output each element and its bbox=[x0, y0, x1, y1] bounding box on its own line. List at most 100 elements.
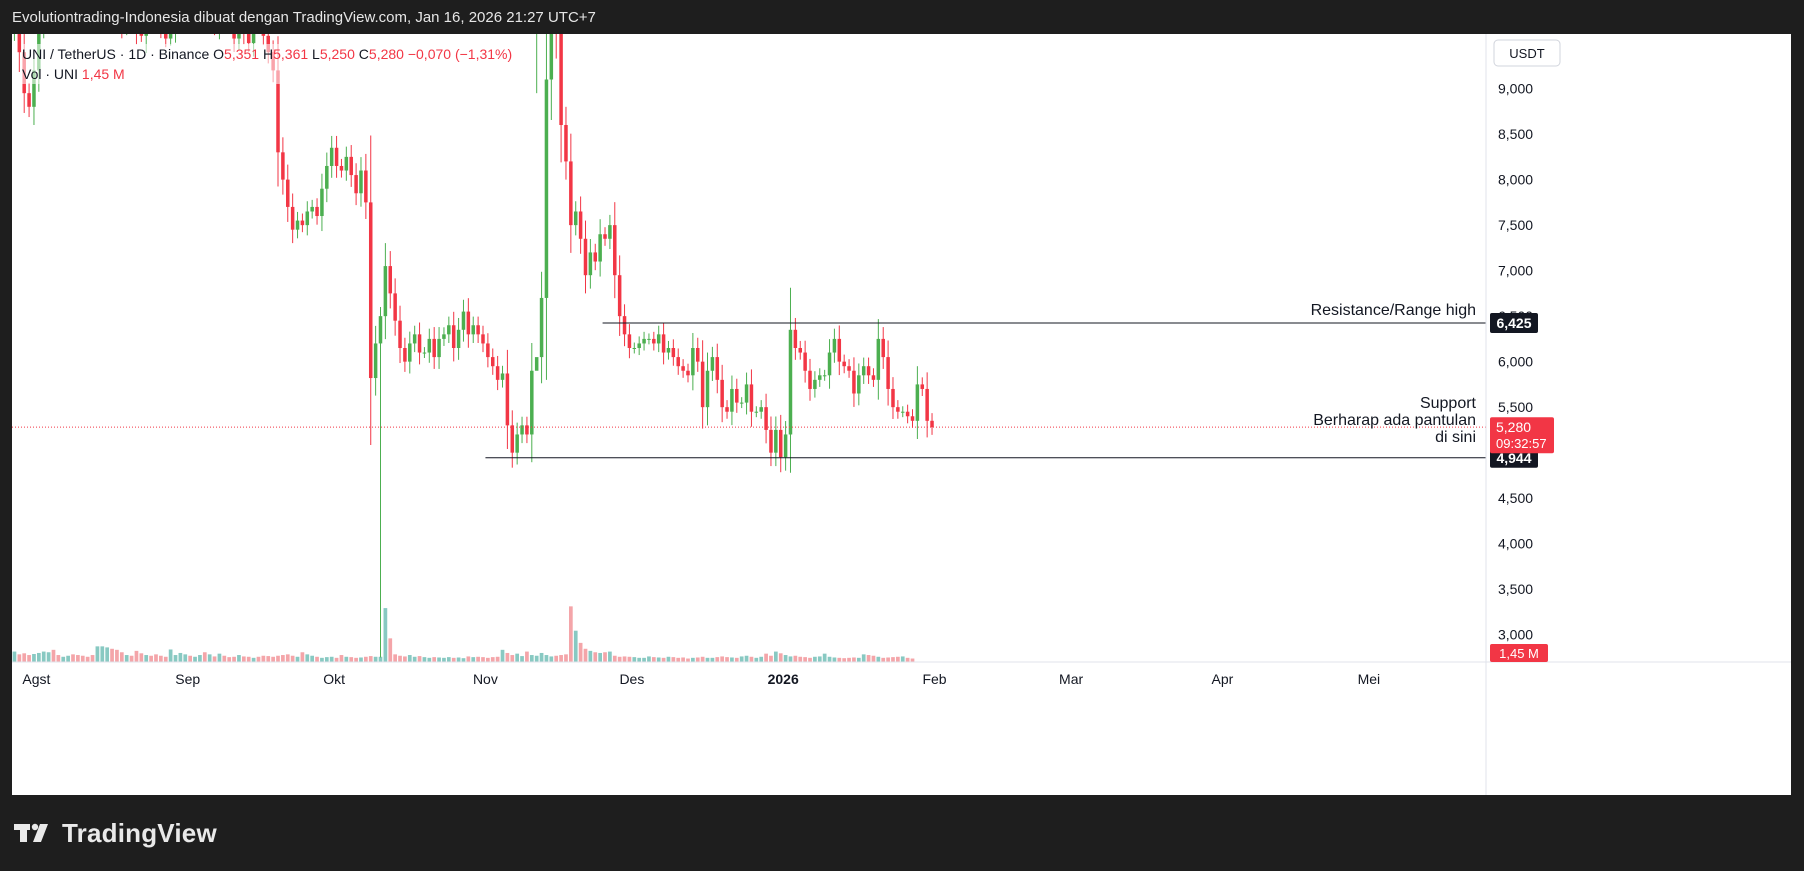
volume-bar bbox=[232, 656, 236, 662]
volume-bar bbox=[105, 647, 110, 662]
candle-body bbox=[822, 375, 827, 377]
candle-body bbox=[725, 407, 729, 412]
volume-bar bbox=[364, 656, 368, 662]
price-tick-label: 4,500 bbox=[1498, 490, 1533, 506]
candle-body bbox=[237, 34, 241, 39]
legend-volume-label[interactable]: Vol · UNI bbox=[22, 66, 79, 82]
currency-button bbox=[1493, 39, 1561, 67]
volume-bar bbox=[403, 656, 407, 662]
candle-body bbox=[627, 334, 632, 348]
candle-body bbox=[505, 373, 510, 426]
volume-bar bbox=[817, 656, 822, 662]
volume-bar bbox=[295, 656, 300, 662]
volume-bar bbox=[808, 657, 812, 662]
volume-bar bbox=[778, 653, 783, 662]
legend-symbol[interactable]: UNI / TetherUS · 1D · Binance bbox=[22, 46, 210, 62]
candle-body bbox=[900, 411, 905, 413]
volume-bar bbox=[119, 652, 124, 662]
volume-bar bbox=[80, 655, 85, 662]
candle-body bbox=[886, 357, 890, 389]
candle-body bbox=[500, 373, 505, 380]
volume-bar bbox=[554, 655, 559, 662]
volume-bar bbox=[559, 655, 563, 662]
volume-bar bbox=[691, 657, 695, 662]
volume-bar bbox=[315, 656, 319, 662]
volume-bar bbox=[569, 606, 573, 662]
candle-body bbox=[832, 338, 837, 353]
volume-bar bbox=[173, 655, 178, 662]
chart-frame[interactable]: Resistance/Range high Support Berharap ada… bbox=[12, 34, 1791, 795]
volume-bar bbox=[871, 655, 876, 662]
candle-body bbox=[251, 34, 256, 44]
candle-body bbox=[739, 402, 744, 404]
volume-bar bbox=[237, 655, 241, 662]
volume-bar bbox=[900, 656, 905, 662]
candle-body bbox=[393, 293, 397, 321]
candle-body bbox=[32, 70, 36, 107]
price-tick-label: 7,000 bbox=[1498, 263, 1533, 279]
candle-body bbox=[276, 70, 280, 153]
candle-body bbox=[383, 266, 388, 317]
volume-bar bbox=[281, 655, 285, 662]
candle-body bbox=[891, 388, 895, 408]
candle-body bbox=[373, 343, 378, 379]
candle-body bbox=[471, 325, 475, 335]
candle-body bbox=[422, 352, 427, 354]
candle-body bbox=[534, 357, 539, 371]
candle-body bbox=[495, 366, 500, 380]
volume-bar bbox=[500, 649, 505, 662]
candle-body bbox=[144, 34, 148, 36]
candle-body bbox=[744, 384, 749, 403]
candle-body bbox=[359, 170, 363, 194]
volume-bar bbox=[290, 655, 295, 662]
volume-bar bbox=[354, 657, 358, 662]
volume-bar bbox=[51, 649, 56, 662]
volume-bars bbox=[12, 606, 915, 662]
price-tick-label: 3,000 bbox=[1498, 627, 1533, 643]
volume-bar bbox=[271, 656, 275, 662]
volume-bar bbox=[891, 657, 895, 662]
volume-bar bbox=[905, 657, 910, 662]
volume-bar bbox=[525, 651, 529, 662]
candle-body bbox=[583, 238, 588, 276]
candle-body bbox=[705, 370, 710, 408]
volume-bar bbox=[320, 657, 324, 662]
volume-bar bbox=[842, 658, 847, 662]
candle-body bbox=[403, 348, 407, 362]
candle-body bbox=[412, 334, 417, 344]
volume-bar bbox=[163, 656, 168, 662]
volume-bar bbox=[476, 656, 480, 662]
candle-body bbox=[871, 375, 876, 380]
candle-body bbox=[759, 407, 763, 412]
volume-bar bbox=[100, 646, 105, 662]
line-price-badge bbox=[1490, 313, 1538, 333]
candle-body bbox=[896, 407, 900, 412]
volume-bar bbox=[110, 648, 114, 662]
candle-body bbox=[905, 411, 910, 417]
legend-open-label: O bbox=[213, 46, 225, 62]
legend-change: −0,070 (−1,31%) bbox=[407, 46, 513, 62]
candle-body bbox=[925, 388, 929, 421]
volume-bar bbox=[266, 656, 271, 662]
volume-bar bbox=[285, 654, 290, 662]
volume-bar bbox=[544, 655, 549, 662]
candle-body bbox=[520, 425, 524, 435]
volume-bar bbox=[837, 657, 842, 662]
candle-body bbox=[852, 370, 856, 394]
volume-bar bbox=[788, 656, 793, 662]
candle-body bbox=[681, 366, 685, 371]
volume-bar bbox=[27, 655, 31, 662]
candle-body bbox=[344, 156, 349, 171]
currency-label: USDT bbox=[1509, 46, 1544, 61]
candle-body bbox=[544, 79, 549, 298]
volume-bar bbox=[622, 656, 627, 662]
candle-body bbox=[378, 316, 383, 344]
candle-body bbox=[417, 334, 422, 353]
volume-bar bbox=[686, 658, 690, 662]
volume-bar bbox=[612, 655, 617, 662]
volume-bar bbox=[383, 608, 388, 662]
legend-low-value: 5,250 bbox=[319, 46, 355, 62]
candle-body bbox=[881, 338, 885, 358]
attribution-text: Evolutiontrading-Indonesia dibuat dengan… bbox=[12, 9, 596, 26]
